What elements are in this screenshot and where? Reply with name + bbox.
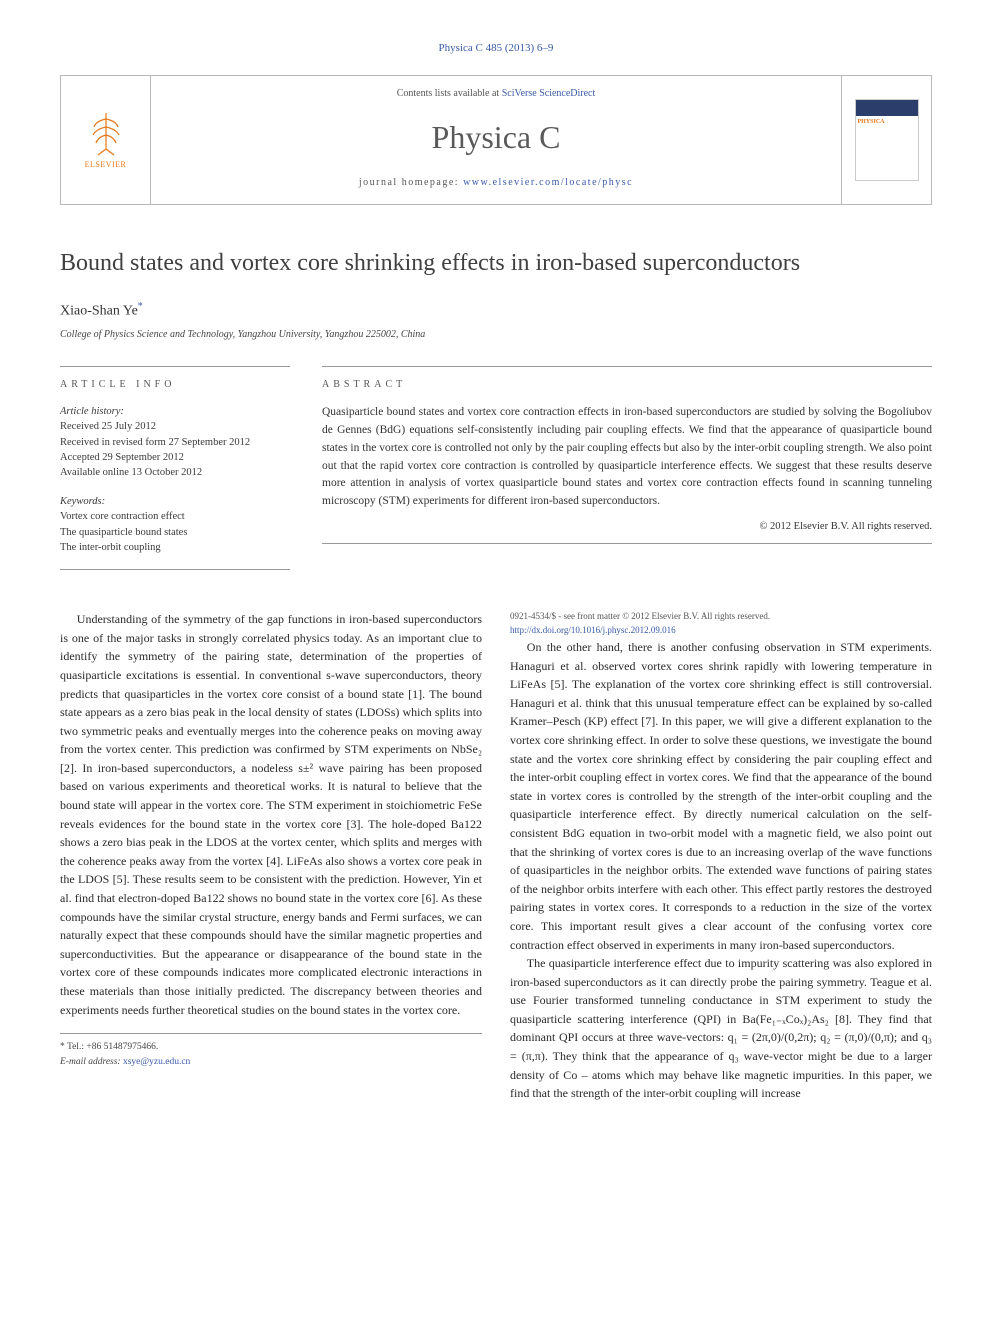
sciencedirect-link[interactable]: SciVerse ScienceDirect bbox=[502, 88, 596, 99]
email-link[interactable]: xsye@yzu.edu.cn bbox=[123, 1057, 190, 1067]
article-info-heading: ARTICLE INFO bbox=[60, 366, 290, 392]
abstract-text: Quasiparticle bound states and vortex co… bbox=[322, 404, 932, 535]
cover-thumb-cell: PHYSICA bbox=[841, 76, 931, 204]
info-abstract-row: ARTICLE INFO Article history: Received 2… bbox=[60, 366, 932, 570]
keyword: The quasiparticle bound states bbox=[60, 525, 290, 540]
author-marker: * bbox=[138, 301, 143, 312]
article-title: Bound states and vortex core shrinking e… bbox=[60, 245, 932, 281]
elsevier-label: ELSEVIER bbox=[85, 159, 127, 171]
homepage-link[interactable]: www.elsevier.com/locate/physc bbox=[463, 177, 633, 188]
affiliation: College of Physics Science and Technolog… bbox=[60, 327, 932, 342]
email-label: E-mail address: bbox=[60, 1057, 123, 1067]
copyright-block: 0921-4534/$ - see front matter © 2012 El… bbox=[510, 610, 932, 638]
abstract-body: Quasiparticle bound states and vortex co… bbox=[322, 406, 932, 507]
article-info-column: ARTICLE INFO Article history: Received 2… bbox=[60, 366, 290, 570]
journal-cover-thumb: PHYSICA bbox=[855, 99, 919, 181]
history-line: Received 25 July 2012 bbox=[60, 419, 290, 434]
header-center: Contents lists available at SciVerse Sci… bbox=[151, 76, 841, 204]
homepage-line: journal homepage: www.elsevier.com/locat… bbox=[151, 175, 841, 190]
history-line: Available online 13 October 2012 bbox=[60, 465, 290, 480]
article-history-block: Article history: Received 25 July 2012 R… bbox=[60, 404, 290, 480]
doi-link[interactable]: http://dx.doi.org/10.1016/j.physc.2012.0… bbox=[510, 625, 676, 635]
body-para-3: The quasiparticle interference effect du… bbox=[510, 954, 932, 1103]
journal-header: ELSEVIER Contents lists available at Sci… bbox=[60, 75, 932, 205]
elsevier-tree-icon bbox=[86, 109, 126, 157]
cover-brand-label: PHYSICA bbox=[856, 116, 918, 129]
contents-line: Contents lists available at SciVerse Sci… bbox=[151, 86, 841, 101]
author-text: Xiao-Shan Ye bbox=[60, 303, 138, 318]
abstract-copyright: © 2012 Elsevier B.V. All rights reserved… bbox=[322, 519, 932, 535]
corresponding-email: E-mail address: xsye@yzu.edu.cn bbox=[60, 1055, 482, 1070]
body-para-1: Understanding of the symmetry of the gap… bbox=[60, 610, 482, 1019]
author-name: Xiao-Shan Ye* bbox=[60, 299, 932, 322]
history-line: Accepted 29 September 2012 bbox=[60, 450, 290, 465]
keyword: The inter-orbit coupling bbox=[60, 540, 290, 555]
publisher-logo-cell: ELSEVIER bbox=[61, 76, 151, 204]
front-matter-line: 0921-4534/$ - see front matter © 2012 El… bbox=[510, 610, 932, 624]
abstract-heading: ABSTRACT bbox=[322, 366, 932, 392]
tel-label: * Tel.: bbox=[60, 1042, 86, 1052]
footnotes: * Tel.: +86 51487975466. E-mail address:… bbox=[60, 1033, 482, 1069]
contents-prefix: Contents lists available at bbox=[397, 88, 502, 99]
journal-title: Physica C bbox=[151, 113, 841, 161]
body-para-2: On the other hand, there is another conf… bbox=[510, 638, 932, 954]
keywords-block: Keywords: Vortex core contraction effect… bbox=[60, 494, 290, 555]
history-line: Received in revised form 27 September 20… bbox=[60, 435, 290, 450]
body-text: Understanding of the symmetry of the gap… bbox=[60, 610, 932, 1103]
corresponding-tel: * Tel.: +86 51487975466. bbox=[60, 1040, 482, 1055]
keywords-label: Keywords: bbox=[60, 494, 290, 509]
abstract-column: ABSTRACT Quasiparticle bound states and … bbox=[322, 366, 932, 570]
journal-reference: Physica C 485 (2013) 6–9 bbox=[60, 40, 932, 57]
history-label: Article history: bbox=[60, 404, 290, 419]
elsevier-logo: ELSEVIER bbox=[76, 105, 136, 175]
tel-value: +86 51487975466. bbox=[86, 1042, 158, 1052]
homepage-prefix: journal homepage: bbox=[359, 177, 463, 188]
keyword: Vortex core contraction effect bbox=[60, 509, 290, 524]
